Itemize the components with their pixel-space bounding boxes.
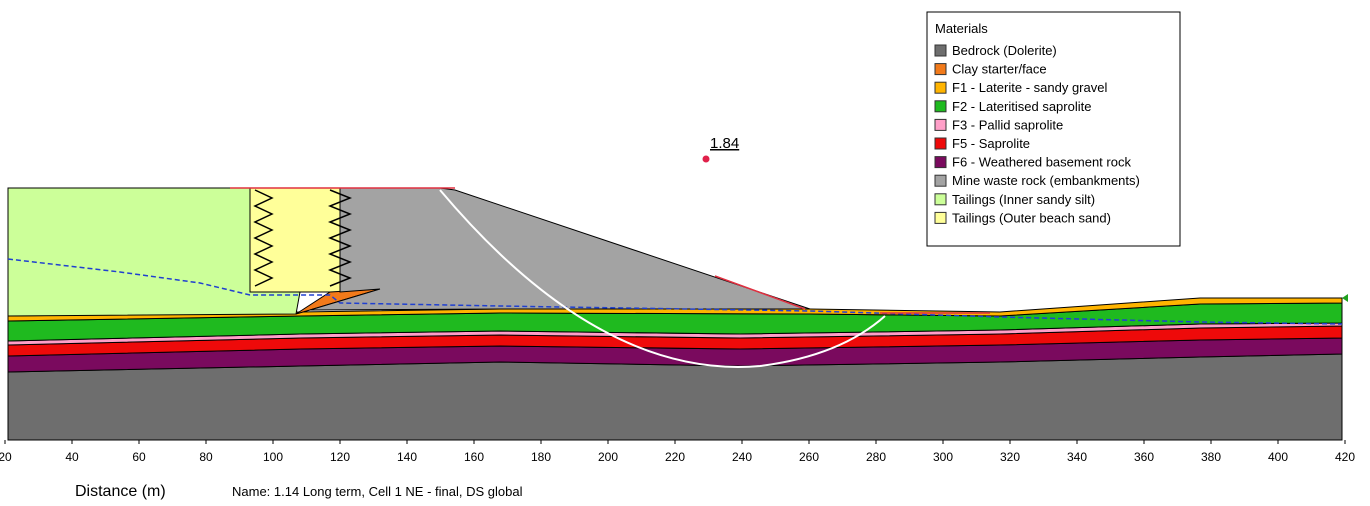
x-ticks: 20 40 60 80 100 120 140 160 180 200 220 240 260 280 30…	[0, 440, 1355, 464]
legend-label: F6 - Weathered basement rock	[952, 155, 1131, 170]
waste-rock	[309, 187, 811, 311]
slip-center	[702, 155, 710, 163]
x-tick-label: 20	[0, 450, 12, 464]
legend-swatch	[934, 63, 947, 76]
slip-surface	[439, 189, 886, 368]
x-tick-label: 100	[263, 450, 283, 464]
outer-tailings	[249, 187, 341, 293]
legend-swatch	[934, 174, 947, 187]
legend-swatch	[934, 211, 947, 224]
water-table	[7, 258, 1343, 325]
legend-swatch	[934, 44, 947, 57]
x-tick-label: 280	[866, 450, 886, 464]
boundary-marker	[1342, 294, 1348, 302]
x-tick-label: 60	[132, 450, 146, 464]
load-lines	[230, 187, 990, 314]
legend-label: Bedrock (Dolerite)	[952, 43, 1057, 58]
legend-label: Tailings (Outer beach sand)	[952, 210, 1111, 225]
legend-swatch	[934, 137, 947, 150]
legend-label: Tailings (Inner sandy silt)	[952, 192, 1095, 207]
axis-label: Distance (m)	[75, 483, 166, 500]
x-tick-label: 80	[199, 450, 213, 464]
factor-of-safety: 1.84	[710, 135, 739, 152]
section: 1.84	[7, 135, 1348, 441]
legend-swatch	[934, 193, 947, 206]
legend-swatch	[934, 100, 947, 113]
x-tick-label: 220	[665, 450, 685, 464]
x-tick-label: 300	[933, 450, 953, 464]
legend-swatch	[934, 81, 947, 94]
x-tick-label: 120	[330, 450, 350, 464]
legend-label: F1 - Laterite - sandy gravel	[952, 80, 1107, 95]
x-tick-label: 420	[1335, 450, 1355, 464]
x-tick-label: 140	[397, 450, 417, 464]
caption: Name: 1.14 Long term, Cell 1 NE - final,…	[232, 484, 523, 499]
x-tick-label: 260	[799, 450, 819, 464]
x-tick-label: 400	[1268, 450, 1288, 464]
legend-title: Materials	[935, 21, 988, 36]
x-tick-label: 160	[464, 450, 484, 464]
legend-label: Clay starter/face	[952, 62, 1047, 77]
x-tick-label: 40	[65, 450, 79, 464]
legend-swatch	[934, 118, 947, 131]
x-tick-label: 340	[1067, 450, 1087, 464]
clay-zigzag	[253, 189, 353, 287]
x-tick-label: 180	[531, 450, 551, 464]
legend: Materials Bedrock (Dolerite) Clay starter…	[926, 11, 1181, 247]
legend-label: Mine waste rock (embankments)	[952, 173, 1140, 188]
x-tick-label: 240	[732, 450, 752, 464]
x-tick-label: 200	[598, 450, 618, 464]
legend-box	[926, 11, 1181, 247]
x-tick-label: 380	[1201, 450, 1221, 464]
legend-label: F5 - Saprolite	[952, 136, 1030, 151]
legend-label: F3 - Pallid saprolite	[952, 117, 1063, 132]
legend-swatch	[934, 156, 947, 169]
x-tick-label: 320	[1000, 450, 1020, 464]
x-tick-label: 360	[1134, 450, 1154, 464]
legend-label: F2 - Lateritised saprolite	[952, 99, 1091, 114]
